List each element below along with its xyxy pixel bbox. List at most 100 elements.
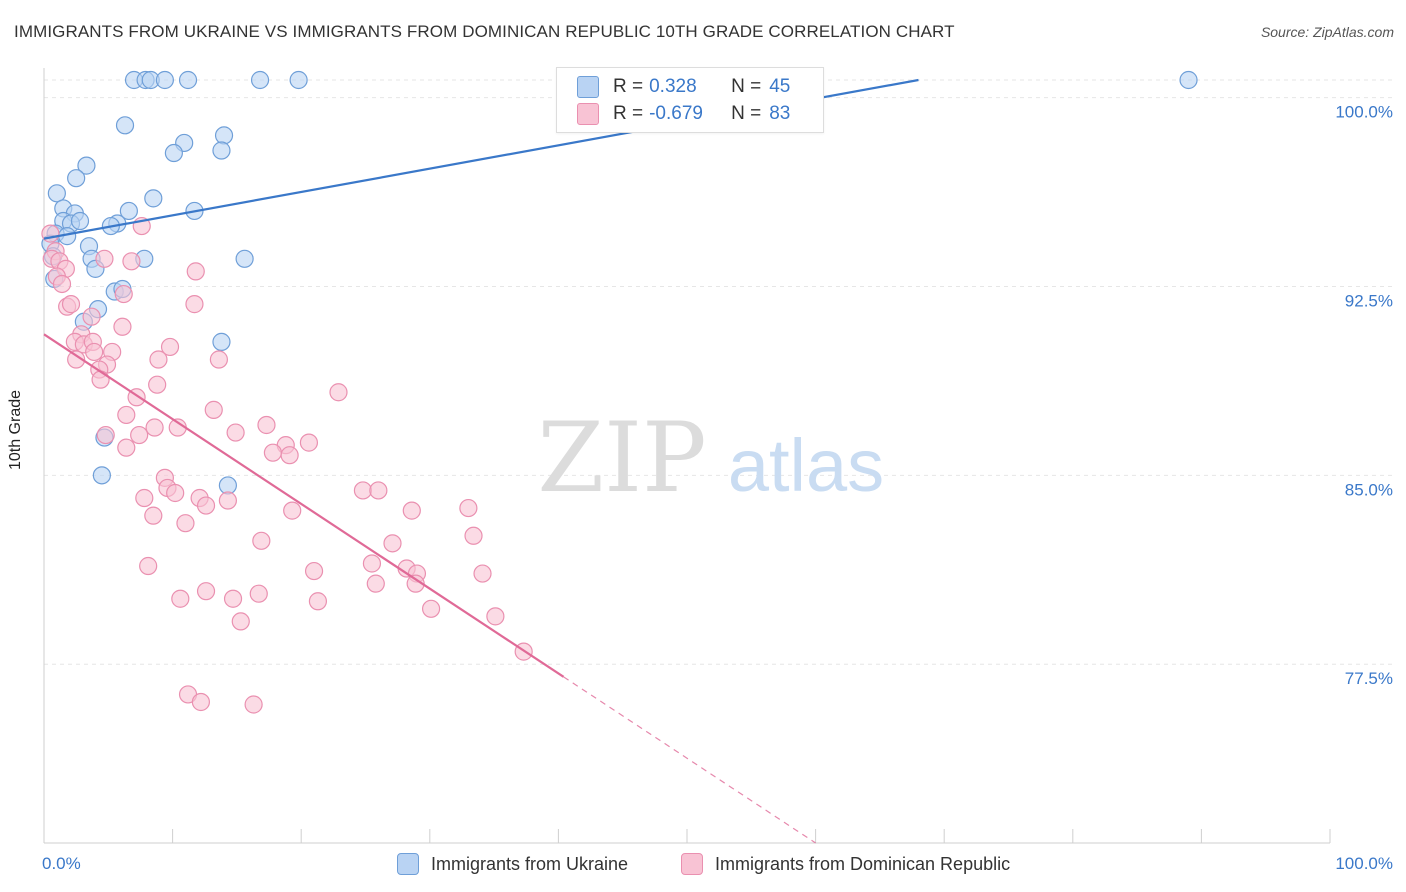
legend-label-dominican: Immigrants from Dominican Republic — [715, 853, 1011, 874]
legend-item-dominican[interactable]: Immigrants from Dominican Republic — [681, 853, 1010, 875]
x-tick-label: 0.0% — [42, 854, 81, 873]
n-label: N = — [731, 103, 762, 124]
data-point — [171, 589, 190, 608]
data-point — [185, 295, 204, 314]
data-point — [145, 418, 164, 437]
r-value: 0.328 — [649, 76, 697, 97]
data-point — [250, 70, 270, 90]
data-point — [244, 695, 263, 714]
data-point — [226, 423, 245, 442]
data-point — [160, 337, 180, 357]
data-point — [473, 564, 492, 583]
data-point — [115, 116, 135, 135]
data-point — [82, 307, 101, 326]
y-axis-label: 10th Grade — [7, 389, 24, 471]
y-tick-label: 100.0% — [1335, 103, 1393, 122]
chart-title: IMMIGRANTS FROM UKRAINE VS IMMIGRANTS FR… — [14, 22, 955, 41]
data-point — [166, 483, 185, 503]
data-point — [61, 295, 81, 314]
data-point — [77, 156, 96, 175]
data-point — [464, 526, 483, 545]
data-point — [486, 607, 505, 626]
data-point — [421, 599, 441, 618]
x-tick-label: 100.0% — [1335, 854, 1393, 873]
r-label: R = — [613, 76, 644, 97]
data-point — [212, 332, 231, 351]
data-point — [91, 370, 110, 389]
data-point — [122, 252, 141, 271]
data-point — [70, 211, 90, 231]
data-point — [52, 274, 72, 294]
data-point — [235, 249, 254, 268]
data-point — [252, 531, 271, 550]
data-point — [369, 481, 388, 500]
data-point — [176, 514, 195, 533]
stats-row-ukraine: R = 0.328 N = 45 — [577, 72, 790, 102]
data-point — [186, 262, 205, 281]
watermark-atlas: atlas — [728, 424, 884, 507]
data-point — [196, 582, 216, 601]
data-point — [304, 561, 324, 581]
data-point — [459, 498, 478, 518]
data-point — [164, 143, 183, 163]
stats-legend: R = 0.328 N = 45 R = -0.679 N = 83 — [556, 67, 824, 133]
data-point — [280, 446, 299, 465]
data-point — [289, 70, 308, 90]
legend-item-ukraine[interactable]: Immigrants from Ukraine — [397, 853, 628, 875]
data-point — [149, 350, 168, 369]
data-point — [257, 415, 276, 435]
watermark-zip: ZIP — [537, 402, 706, 514]
source-label: Source: ZipAtlas.com — [1260, 24, 1394, 40]
data-point — [117, 405, 136, 425]
data-point — [362, 554, 382, 573]
data-point — [204, 400, 223, 419]
data-point — [209, 350, 228, 369]
data-point — [402, 501, 421, 520]
y-tick-label: 92.5% — [1345, 291, 1393, 310]
data-point — [191, 692, 210, 712]
n-value: 83 — [769, 103, 791, 124]
data-point — [67, 350, 86, 369]
data-point — [212, 141, 231, 160]
ukraine-swatch — [577, 76, 599, 98]
data-point — [119, 201, 138, 221]
series-points — [41, 70, 1198, 714]
data-point — [113, 317, 132, 336]
data-point — [148, 375, 167, 394]
data-point — [96, 425, 115, 445]
watermark: ZIP atlas — [537, 402, 884, 514]
series-dominican — [41, 216, 533, 714]
data-point — [135, 488, 154, 508]
legend-label-ukraine: Immigrants from Ukraine — [431, 853, 629, 874]
data-point — [144, 189, 163, 208]
data-point — [114, 284, 133, 304]
data-point — [1179, 70, 1198, 90]
stats-row-dominican: R = -0.679 N = 83 — [577, 99, 790, 129]
data-point — [353, 481, 373, 500]
dominican-legend-swatch — [681, 853, 703, 875]
data-point — [144, 506, 163, 525]
data-point — [85, 342, 104, 362]
r-value: -0.679 — [649, 103, 703, 124]
data-point — [196, 496, 216, 515]
data-point — [47, 184, 66, 203]
data-point — [299, 433, 319, 452]
data-point — [223, 589, 243, 608]
data-point — [139, 556, 158, 576]
data-point — [383, 534, 402, 553]
dominican-swatch — [577, 103, 599, 125]
data-point — [117, 438, 136, 457]
data-point — [263, 443, 283, 462]
data-point — [231, 612, 250, 631]
data-point — [95, 249, 114, 268]
data-point — [366, 574, 385, 593]
data-point — [67, 169, 86, 188]
data-point — [92, 466, 111, 485]
data-point — [308, 592, 328, 611]
data-point — [249, 584, 268, 603]
n-value: 45 — [769, 76, 791, 97]
data-point — [130, 425, 149, 445]
trend-line — [43, 333, 565, 678]
ukraine-legend-swatch — [397, 853, 419, 875]
